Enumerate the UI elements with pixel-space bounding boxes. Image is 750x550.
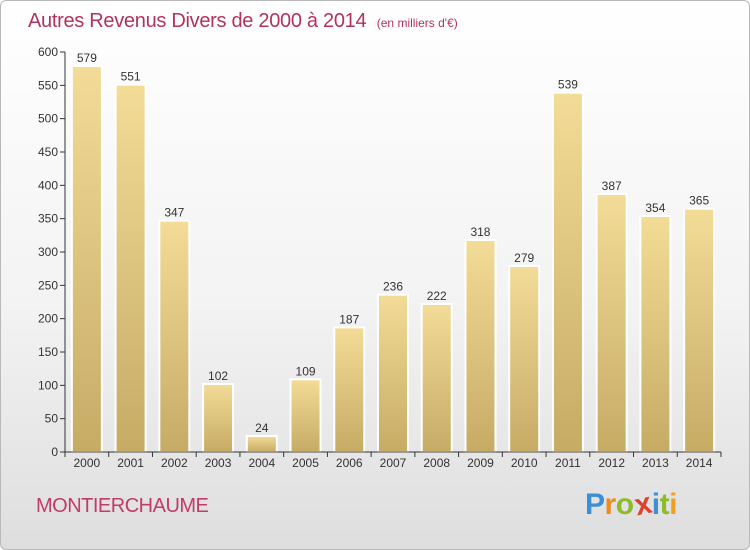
commune-name: MONTIERCHAUME: [36, 495, 209, 517]
chart-title: Autres Revenus Divers de 2000 à 2014: [28, 10, 367, 32]
bar-2002: [158, 219, 191, 453]
logo-letter: x: [631, 486, 654, 523]
x-tick-label-2010: 2010: [511, 456, 538, 470]
x-tick-label-2006: 2006: [336, 456, 363, 470]
y-tick-label-250: 250: [38, 278, 58, 292]
data-label-2006: 187: [339, 312, 359, 326]
x-tick-label-2013: 2013: [642, 456, 669, 470]
y-tick-label-600: 600: [38, 45, 58, 59]
logo-letter: r: [604, 488, 617, 521]
x-tick-label-2008: 2008: [423, 456, 450, 470]
logo-letter: o: [615, 488, 634, 521]
y-tick-label-400: 400: [38, 178, 58, 192]
y-tick-label-50: 50: [45, 412, 59, 426]
y-tick-label-300: 300: [38, 245, 58, 259]
x-tick-label-2012: 2012: [598, 456, 625, 470]
x-tick-label-2007: 2007: [380, 456, 407, 470]
y-tick-label-100: 100: [38, 378, 58, 392]
bar-2001: [114, 83, 147, 454]
axis-layer: 2000 2001 2002 2003 2004 2005 2006 2007 2008 2009…: [38, 45, 722, 470]
x-tick-label-2001: 2001: [117, 456, 144, 470]
data-label-2014: 365: [689, 194, 709, 208]
bar-2000: [70, 65, 103, 453]
logo-letter: i: [669, 488, 677, 521]
logo-letter: i: [651, 488, 660, 521]
y-tick-label-550: 550: [38, 78, 58, 92]
data-label-2008: 222: [427, 289, 447, 303]
x-tick-label-2003: 2003: [205, 456, 232, 470]
y-tick-label-0: 0: [51, 445, 58, 459]
x-tick-label-2000: 2000: [74, 456, 101, 470]
logo-letter: P: [585, 488, 605, 521]
data-label-2001: 551: [121, 70, 141, 84]
x-tick-label-2014: 2014: [686, 456, 713, 470]
bar-2006: [333, 326, 366, 454]
bar-2011: [551, 91, 584, 454]
data-label-2004: 24: [255, 421, 269, 435]
data-label-2010: 279: [514, 251, 534, 265]
bar-2005: [289, 378, 322, 454]
bar-2008: [420, 303, 453, 453]
data-label-2003: 102: [208, 369, 228, 383]
bars-layer: 579 551 347 102 24 109 187 236 222 318 279 539 387 35…: [70, 51, 716, 454]
data-label-2000: 579: [77, 51, 97, 65]
bar-2009: [464, 239, 497, 453]
title-block: Autres Revenus Divers de 2000 à 2014 (en…: [28, 10, 458, 33]
x-tick-label-2004: 2004: [248, 456, 275, 470]
bar-2004: [245, 435, 278, 453]
bar-2007: [377, 293, 409, 453]
data-label-2012: 387: [602, 179, 622, 193]
y-tick-label-450: 450: [38, 145, 58, 159]
x-tick-label-2002: 2002: [161, 456, 188, 470]
data-label-2007: 236: [383, 280, 403, 294]
x-tick-label-2011: 2011: [555, 456, 581, 470]
data-label-2013: 354: [645, 201, 665, 215]
data-label-2009: 318: [470, 225, 490, 239]
logo-letter: t: [659, 488, 670, 521]
bar-2003: [202, 383, 235, 453]
x-tick-label-2009: 2009: [467, 456, 494, 470]
y-tick-label-500: 500: [38, 112, 58, 126]
y-tick-label-350: 350: [38, 212, 58, 226]
x-tick-label-2005: 2005: [292, 456, 319, 470]
data-label-2011: 539: [558, 78, 578, 92]
data-label-2002: 347: [164, 206, 184, 220]
proxiti-logo: Proxiti: [585, 486, 677, 523]
bar-2014: [683, 207, 716, 453]
bar-2010: [508, 265, 541, 453]
bar-2013: [639, 215, 672, 453]
y-tick-label-150: 150: [38, 345, 58, 359]
chart-subtitle: (en milliers d'€): [376, 16, 458, 30]
bar-2012: [595, 193, 628, 453]
data-label-2005: 109: [296, 364, 316, 378]
y-tick-label-200: 200: [38, 312, 58, 326]
